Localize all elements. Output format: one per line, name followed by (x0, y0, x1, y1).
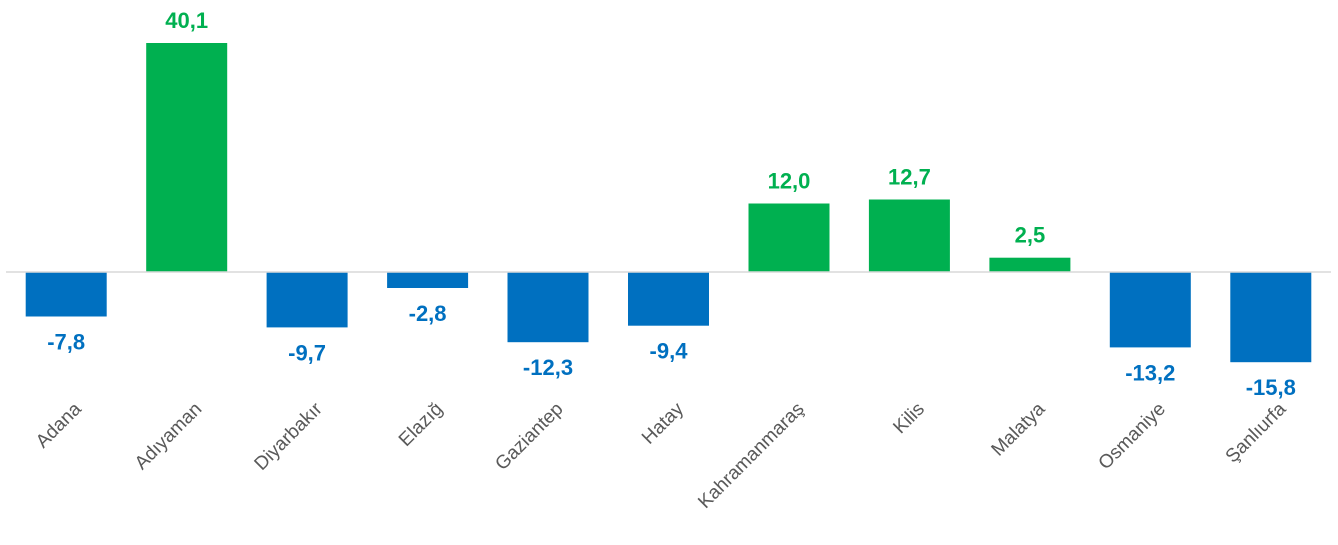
value-label-0: -7,8 (47, 330, 85, 355)
category-label-9: Osmaniye (1095, 399, 1170, 474)
value-label-8: 2,5 (1015, 223, 1046, 248)
bar-3 (387, 272, 469, 288)
value-labels-group: -7,8 40,1 -9,7 -2,8 -12,3 -9,4 12,0 12,7 2,5 -13,… (47, 8, 1296, 400)
category-label-3: Elazığ (395, 399, 447, 451)
bar-10 (1230, 272, 1312, 363)
bars-group (25, 43, 1312, 363)
value-label-6: 12,0 (768, 169, 811, 194)
value-label-5: -9,4 (650, 339, 689, 364)
category-label-7: Kilis (889, 399, 928, 438)
value-label-1: 40,1 (165, 8, 208, 33)
bar-8 (989, 257, 1071, 272)
value-label-4: -12,3 (523, 355, 573, 380)
category-label-1: Adıyaman (131, 399, 206, 474)
category-label-6: Kahramanmaraş (694, 399, 808, 513)
category-label-2: Diyarbakır (251, 398, 328, 475)
value-label-3: -2,8 (409, 301, 447, 326)
category-label-5: Hatay (638, 398, 688, 448)
category-label-4: Gaziantep (491, 399, 567, 475)
category-label-10: Şanlıurfa (1222, 398, 1291, 467)
value-label-9: -13,2 (1125, 360, 1175, 385)
bar-9 (1109, 272, 1191, 348)
category-label-8: Malatya (988, 398, 1050, 460)
bar-5 (628, 272, 709, 326)
bar-0 (25, 272, 107, 317)
value-label-7: 12,7 (888, 165, 931, 190)
category-label-0: Adana (32, 398, 86, 452)
bar-2 (266, 272, 348, 328)
bar-7 (868, 199, 950, 272)
value-label-10: -15,8 (1246, 375, 1296, 400)
category-labels-group: Adana Adıyaman Diyarbakır Elazığ Gaziantep Ha… (32, 398, 1291, 513)
value-label-2: -9,7 (288, 340, 326, 365)
bar-4 (507, 272, 589, 343)
bar-1 (146, 43, 228, 272)
bar-6 (748, 203, 830, 272)
